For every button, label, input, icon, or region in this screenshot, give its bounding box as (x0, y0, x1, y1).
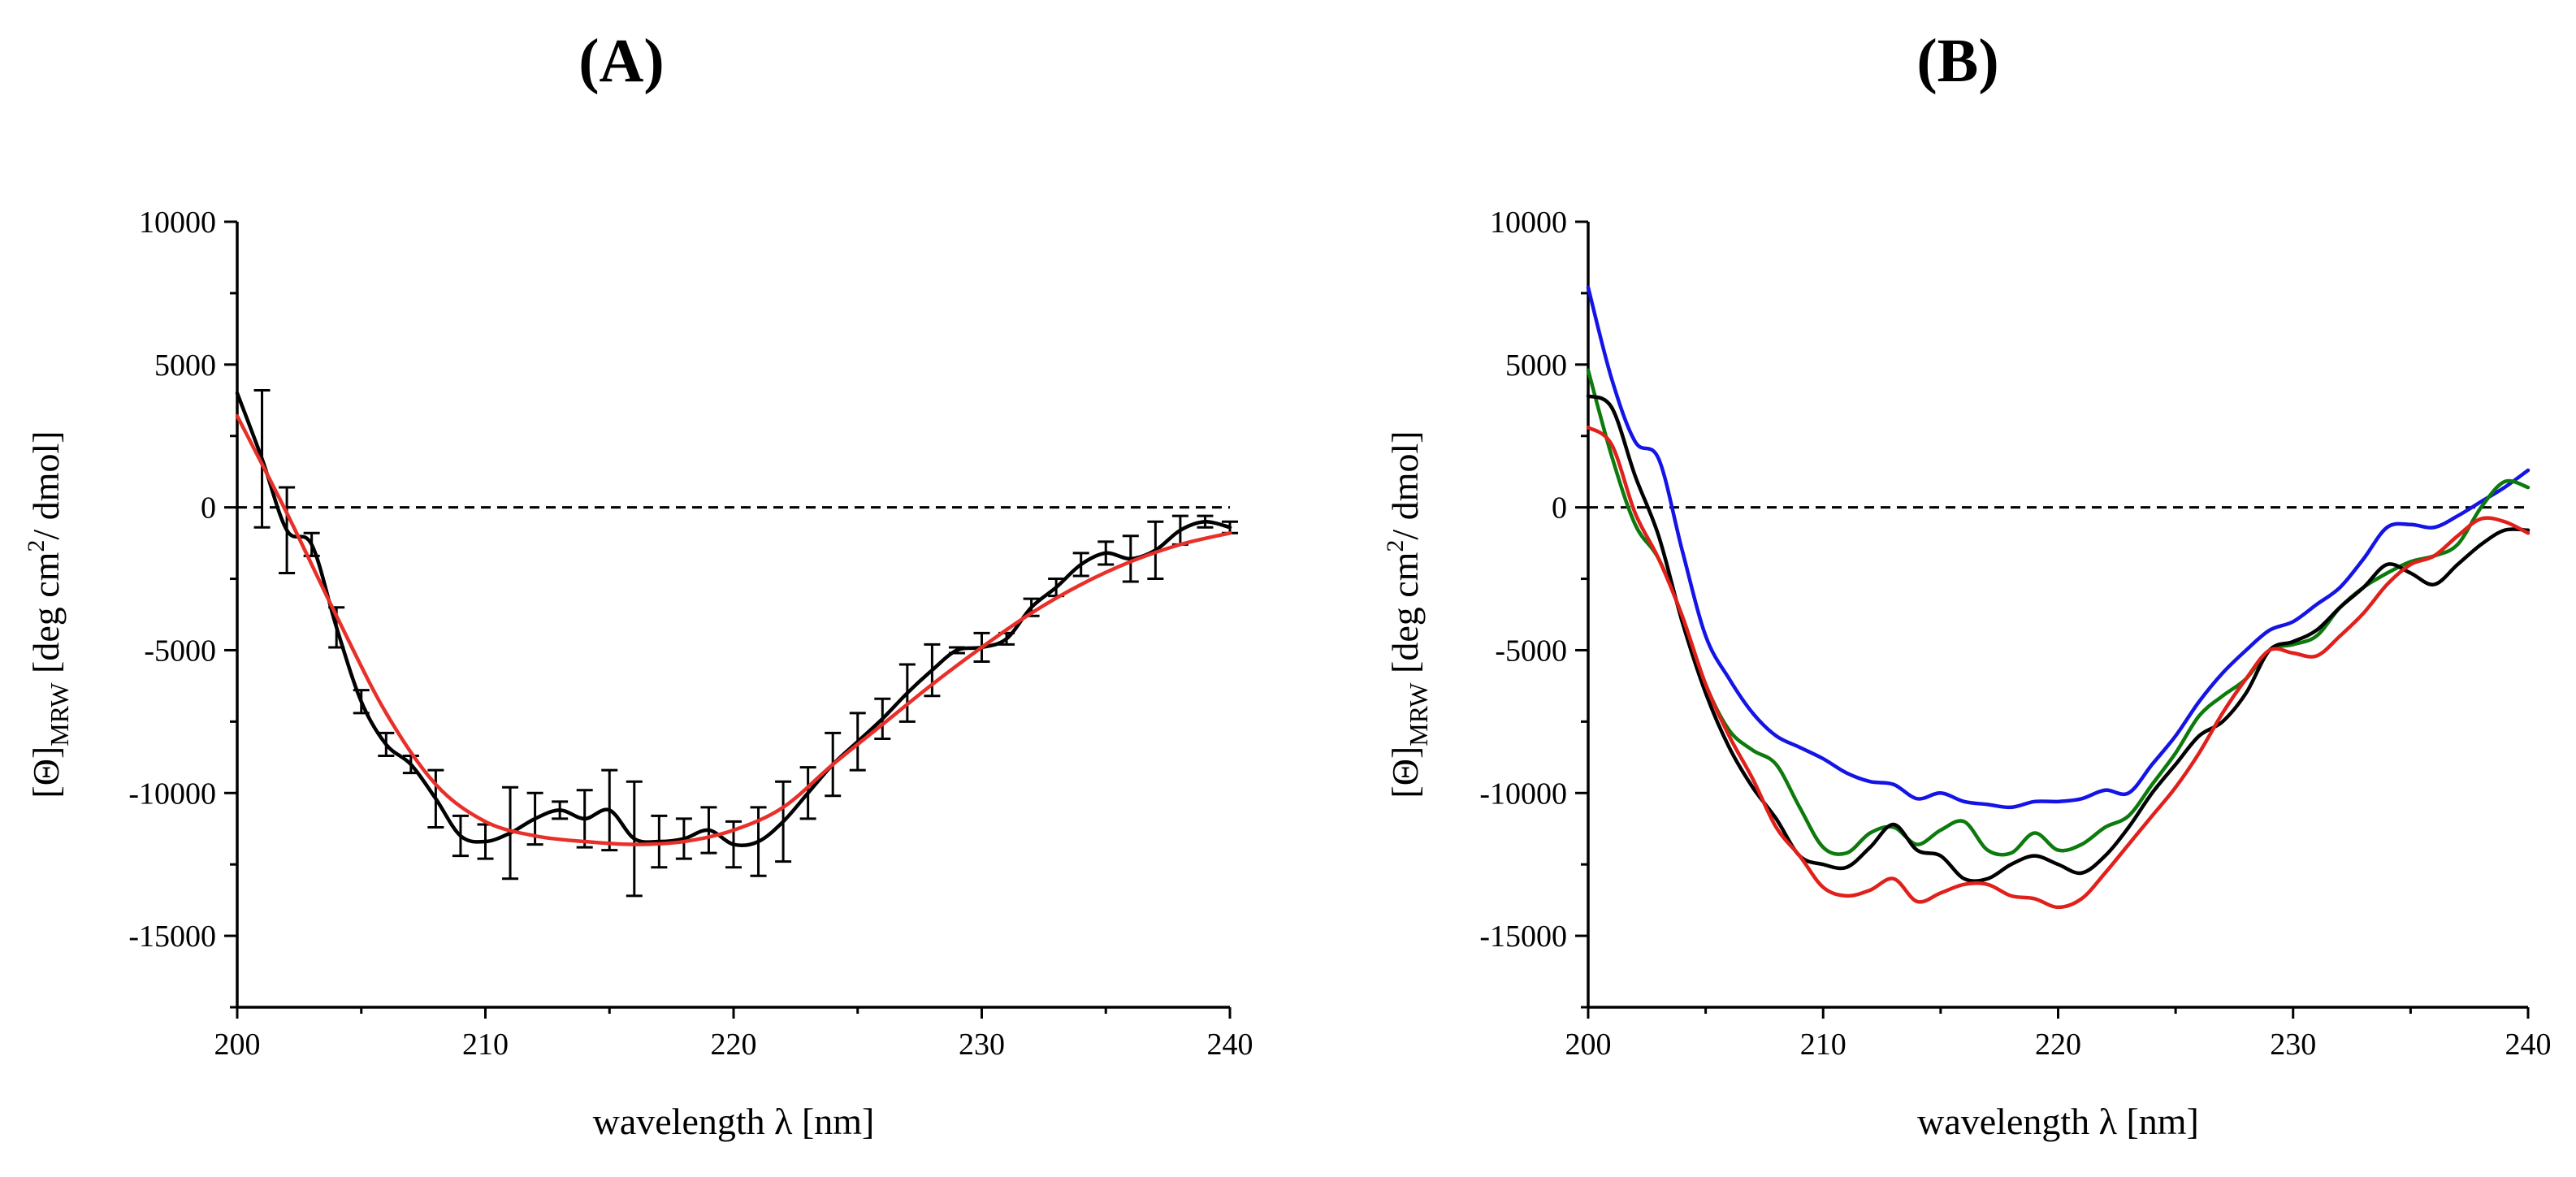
panel-b-y-tick-label: 10000 (1490, 206, 1567, 240)
panel-a-x-tick-label: 220 (711, 1028, 757, 1062)
panel-b-x-tick-label: 200 (1565, 1028, 1612, 1062)
panel-a-x-axis-label: wavelength λ [nm] (593, 1101, 875, 1142)
panel-b-x-tick-label: 230 (2270, 1028, 2316, 1062)
panel-a-y-tick-label: 0 (201, 491, 216, 526)
panel-b-y-label-sub: MRW (1404, 682, 1433, 746)
panel-a-y-label-prefix: [Θ] (25, 746, 67, 798)
panel-a-x-tick-label: 240 (1207, 1028, 1253, 1062)
panel-b-series-green (1586, 368, 2531, 857)
panel-a-title: (A) (578, 27, 665, 95)
panel-b-series-blue (1586, 285, 2531, 810)
panel-b-series-red (1586, 425, 2531, 910)
panel-a-series-measured (235, 391, 1232, 847)
panel-a-y-label-sub: MRW (45, 682, 74, 746)
panel-a-x-tick-label: 230 (959, 1028, 1005, 1062)
panel-a-y-label-mid: [deg cm (25, 552, 67, 682)
panel-a-y-tick-label: 10000 (139, 206, 216, 240)
panel-b-y-tick-label: 5000 (1505, 348, 1567, 383)
panel-b-x-tick-label: 210 (1800, 1028, 1846, 1062)
panel-a-x-tick-label: 210 (462, 1028, 509, 1062)
panel-b-y-tick-label: -10000 (1479, 777, 1567, 811)
panel-a-y-tick-label: 5000 (154, 348, 216, 383)
panel-a-x-tick-label: 200 (214, 1028, 261, 1062)
panel-b-y-label-sup: 2 (1382, 540, 1409, 552)
panel-a-y-tick-label: -15000 (128, 920, 216, 954)
panel-a-y-label-sup: 2 (23, 540, 50, 552)
panel-b-y-label-mid: [deg cm (1384, 552, 1426, 682)
panel-b-title: (B) (1916, 27, 1998, 95)
panel-a-y-label-suffix: / dmol] (25, 431, 67, 539)
panel-b-x-tick-label: 240 (2505, 1028, 2552, 1062)
panel-b: (B) 200 210 220 230 240 10000 5000 0 -5000 -10000 -… (1382, 27, 2552, 1142)
panel-b-y-axis-label: [Θ]MRW [deg cm2/ dmol] (1382, 431, 1433, 798)
panel-a-y-tick-label: -5000 (144, 634, 216, 668)
panel-b-y-tick-label: -5000 (1495, 634, 1567, 668)
panel-b-x-tick-label: 220 (2035, 1028, 2081, 1062)
panel-b-y-tick-label: -15000 (1479, 920, 1567, 954)
panel-a: (A) 200 210 220 230 240 10000 5000 0 -5000 -10000 -… (23, 27, 1253, 1142)
panel-b-y-tick-label: 0 (1552, 491, 1567, 526)
panel-a-series-fit (235, 413, 1232, 846)
panel-b-series-black (1586, 394, 2531, 883)
panel-a-y-axis-label: [Θ]MRW [deg cm2/ dmol] (23, 431, 74, 798)
panel-a-y-tick-label: -10000 (128, 777, 216, 811)
panel-b-y-label-prefix: [Θ] (1384, 746, 1426, 798)
panel-b-y-label-suffix: / dmol] (1384, 431, 1426, 539)
panel-b-x-axis-label: wavelength λ [nm] (1917, 1101, 2199, 1142)
